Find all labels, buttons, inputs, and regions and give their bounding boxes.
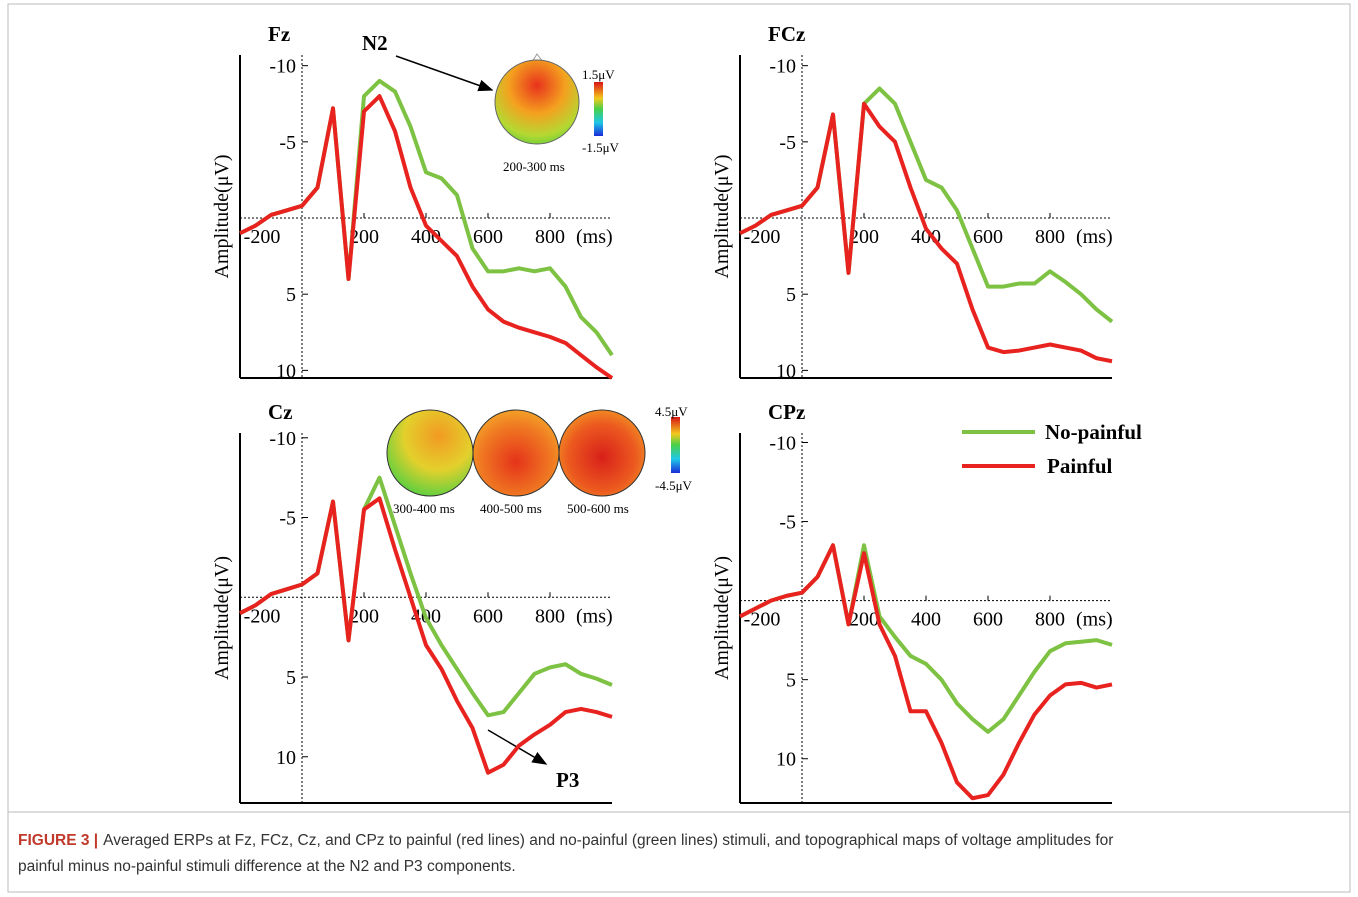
x-axis-label: (ms): [576, 605, 613, 627]
caption-text: painful minus no-painful stimuli differe…: [18, 858, 516, 875]
x-tick-label: 600: [973, 609, 1003, 631]
line-series: [239, 496, 613, 775]
topomap: [494, 53, 603, 145]
x-tick-label: 800: [535, 605, 565, 627]
y-axis-label: Amplitude(μV): [711, 154, 733, 278]
annotation: 300-400 ms: [393, 501, 455, 516]
x-tick-label: -200: [244, 226, 281, 248]
annotation: -4.5μV: [655, 478, 693, 493]
y-tick-label: -10: [269, 428, 296, 450]
x-tick-label: 800: [1035, 609, 1065, 631]
y-tick-label: 10: [776, 749, 796, 771]
chart-title: FCz: [768, 22, 805, 46]
arrow: [395, 55, 494, 92]
annotation: 200-300 ms: [503, 159, 565, 174]
x-tick-label: 600: [973, 226, 1003, 248]
y-tick-label: 10: [776, 360, 796, 382]
annotation: N2: [362, 31, 388, 55]
y-axis-label: Amplitude(μV): [211, 556, 233, 680]
y-tick-label: -10: [769, 432, 796, 454]
y-tick-label: 10: [276, 747, 296, 769]
x-tick-label: 600: [473, 226, 503, 248]
y-tick-label: 5: [786, 670, 796, 692]
annotation: 400-500 ms: [480, 501, 542, 516]
annotation: 4.5μV: [655, 404, 688, 419]
x-tick-label: -200: [244, 605, 281, 627]
annotation: 1.5μV: [582, 67, 615, 82]
legend-label: Painful: [1047, 454, 1113, 478]
x-tick-label: 800: [535, 226, 565, 248]
x-tick-label: -200: [744, 226, 781, 248]
x-tick-label: 200: [349, 226, 379, 248]
chart-title: CPz: [768, 400, 805, 424]
line-series: [739, 543, 1113, 801]
x-tick-label: 200: [849, 226, 879, 248]
y-axis-label: Amplitude(μV): [211, 154, 233, 278]
y-tick-label: 10: [276, 360, 296, 382]
y-tick-label: -10: [269, 56, 296, 78]
frame: [7, 3, 1351, 893]
annotation: -1.5μV: [582, 140, 620, 155]
caption: FIGURE 3 | Averaged ERPs at Fz, FCz, Cz,…: [18, 828, 1113, 850]
y-tick-label: -5: [279, 132, 296, 154]
y-tick-label: -10: [769, 56, 796, 78]
x-tick-label: 400: [911, 226, 941, 248]
y-tick-label: 5: [286, 667, 296, 689]
x-tick-label: 200: [349, 605, 379, 627]
x-tick-label: -200: [744, 609, 781, 631]
y-tick-label: -5: [279, 508, 296, 530]
x-axis-label: (ms): [576, 226, 613, 248]
caption-text: Averaged ERPs at Fz, FCz, Cz, and CPz to…: [103, 832, 1113, 849]
line-series: [739, 101, 1113, 364]
x-tick-label: 600: [473, 605, 503, 627]
x-tick-label: 800: [1035, 226, 1065, 248]
chart-title: Fz: [268, 22, 290, 46]
chart-title: Cz: [268, 400, 293, 424]
x-axis-label: (ms): [1076, 226, 1113, 248]
line-series: [239, 94, 614, 380]
line-series: [739, 543, 1113, 734]
x-tick-label: 200: [849, 609, 879, 631]
caption-label: FIGURE 3 |: [18, 832, 98, 849]
annotation: 500-600 ms: [567, 501, 629, 516]
y-tick-label: 5: [286, 284, 296, 306]
y-axis-label: Amplitude(μV): [711, 556, 733, 680]
y-tick-label: -5: [779, 512, 796, 534]
annotation: P3: [556, 768, 579, 792]
topomap: [386, 409, 680, 497]
x-axis-label: (ms): [1076, 609, 1113, 631]
x-tick-label: 400: [911, 609, 941, 631]
legend-label: No-painful: [1045, 420, 1142, 444]
y-tick-label: -5: [779, 132, 796, 154]
y-tick-label: 5: [786, 284, 796, 306]
